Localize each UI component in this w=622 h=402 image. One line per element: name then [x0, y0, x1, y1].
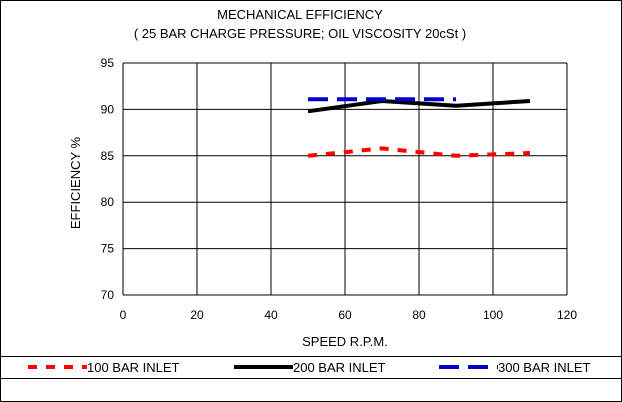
- y-axis-label: EFFICIENCY %: [68, 136, 83, 229]
- x-tick-label: 40: [264, 308, 278, 322]
- series-line: [307, 146, 531, 158]
- x-tick-label: 80: [412, 308, 426, 322]
- chart-title: MECHANICAL EFFICIENCY: [217, 7, 383, 22]
- chart-subtitle: ( 25 BAR CHARGE PRESSURE; OIL VISCOSITY …: [134, 26, 466, 41]
- x-tick-label: 60: [338, 308, 352, 322]
- grid-lines: [122, 62, 568, 296]
- legend-label: 200 BAR INLET: [293, 360, 386, 375]
- y-tick-label: 95: [101, 56, 115, 70]
- legend-label: 100 BAR INLET: [87, 360, 180, 375]
- series-line: [307, 99, 531, 114]
- x-tick-label: 100: [483, 308, 503, 322]
- legend: 100 BAR INLET 200 BAR INLET 300 BAR INLET: [28, 360, 591, 375]
- legend-label: 300 BAR INLET: [498, 360, 591, 375]
- y-tick-label: 80: [101, 195, 115, 209]
- data-series: [307, 97, 531, 158]
- x-tick-label: 0: [120, 308, 127, 322]
- y-tick-label: 90: [101, 102, 115, 116]
- y-tick-labels: 70 75 80 85 90 95: [101, 56, 115, 302]
- x-tick-labels: 0 20 40 60 80 100 120: [120, 308, 578, 322]
- x-axis-label: SPEED R.P.M.: [302, 334, 388, 349]
- y-tick-label: 75: [101, 242, 115, 256]
- x-tick-label: 120: [557, 308, 577, 322]
- y-tick-label: 70: [101, 288, 115, 302]
- x-tick-label: 20: [190, 308, 204, 322]
- y-tick-label: 85: [101, 149, 115, 163]
